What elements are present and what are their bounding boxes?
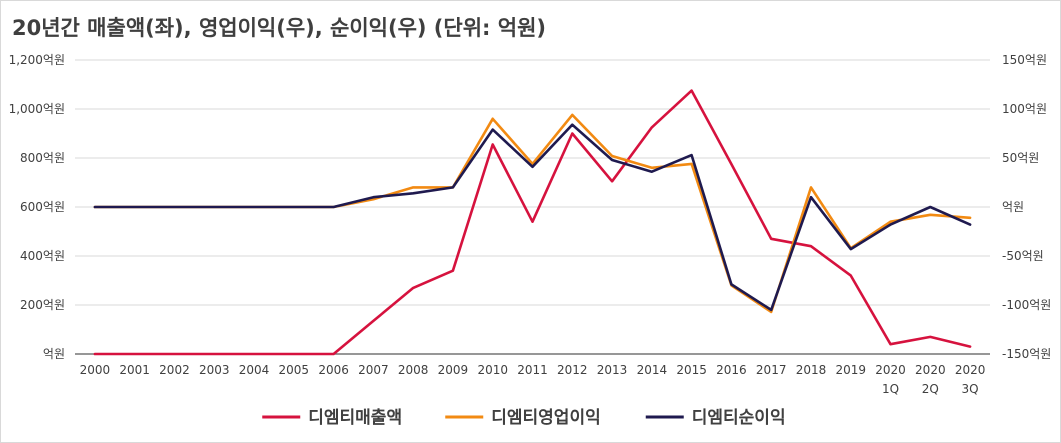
x-tick-label: 2017	[756, 363, 787, 377]
legend-label: 디엠티순이익	[692, 408, 786, 428]
left-y-tick-label: 200억원	[20, 298, 65, 312]
right-y-tick-label: -100억원	[1002, 298, 1051, 312]
x-tick-label: 2Q	[922, 382, 939, 396]
right-y-tick-label: 100억원	[1002, 102, 1047, 116]
x-tick-label: 1Q	[882, 382, 899, 396]
right-y-tick-label: 억원	[1002, 200, 1024, 214]
left-y-tick-label: 1,000억원	[9, 102, 65, 116]
left-y-tick-label: 800억원	[20, 151, 65, 165]
x-tick-label: 2009	[438, 363, 469, 377]
series-line	[93, 89, 972, 356]
x-tick-label: 2012	[557, 363, 588, 377]
right-y-tick-label: -50억원	[1002, 249, 1044, 263]
x-tick-label: 2020	[915, 363, 946, 377]
right-y-tick-label: 150억원	[1002, 53, 1047, 67]
x-tick-label: 2004	[239, 363, 270, 377]
x-tick-label: 2000	[80, 363, 111, 377]
x-tick-label: 2006	[318, 363, 349, 377]
x-tick-label: 2018	[796, 363, 827, 377]
x-tick-label: 2005	[279, 363, 310, 377]
x-tick-label: 2015	[676, 363, 707, 377]
x-tick-label: 3Q	[962, 382, 979, 396]
right-y-tick-label: 50억원	[1002, 151, 1039, 165]
right-y-tick-label: -150억원	[1002, 347, 1051, 361]
legend-label: 디엠티영업이익	[491, 408, 600, 428]
x-tick-label: 2020	[955, 363, 986, 377]
x-tick-label: 2014	[637, 363, 668, 377]
left-y-tick-label: 억원	[43, 347, 65, 361]
x-tick-label: 2013	[597, 363, 628, 377]
legend-label: 디엠티매출액	[308, 408, 402, 428]
x-tick-label: 2016	[716, 363, 747, 377]
x-tick-label: 2007	[358, 363, 389, 377]
x-tick-label: 2003	[199, 363, 230, 377]
chart-title: 20년간 매출액(좌), 영업이익(우), 순이익(우) (단위: 억원)	[12, 16, 546, 40]
left-y-tick-label: 400억원	[20, 249, 65, 263]
x-tick-label: 2002	[159, 363, 190, 377]
left-y-tick-label: 1,200억원	[9, 53, 65, 67]
x-tick-label: 2011	[517, 363, 548, 377]
x-tick-label: 2001	[119, 363, 150, 377]
series-line	[93, 113, 972, 314]
left-y-tick-label: 600억원	[20, 200, 65, 214]
x-tick-label: 2008	[398, 363, 429, 377]
x-tick-label: 2010	[477, 363, 508, 377]
series-line	[93, 123, 972, 312]
x-tick-label: 2019	[835, 363, 866, 377]
x-tick-label: 2020	[875, 363, 906, 377]
